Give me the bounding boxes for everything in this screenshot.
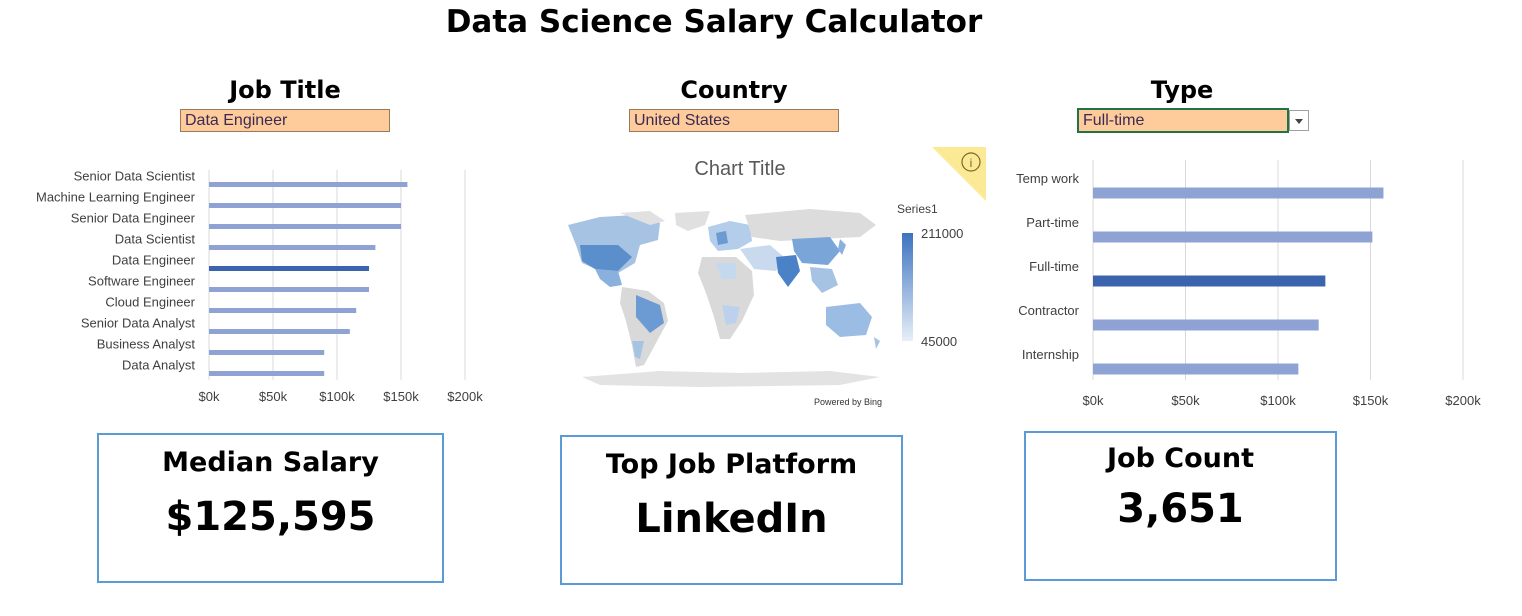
bar xyxy=(1093,231,1373,243)
x-tick-label: $150k xyxy=(383,389,419,404)
median-salary-value: $125,595 xyxy=(165,494,376,540)
map-legend-gradient xyxy=(902,233,913,341)
job-type-salary-chart: $0k $50k $100k $150k $200k Temp work Part-time… xyxy=(1016,160,1481,408)
category-label: Cloud Engineer xyxy=(105,295,195,310)
x-tick-label: $0k xyxy=(199,389,220,404)
category-label: Full-time xyxy=(1029,259,1079,274)
country-map-chart: Chart Title i xyxy=(540,145,990,415)
map-legend-series: Series1 xyxy=(897,202,938,216)
bar xyxy=(1093,363,1299,375)
job-title-label: Job Title xyxy=(229,76,341,104)
x-tick-label: $150k xyxy=(1353,393,1389,408)
median-salary-label: Median Salary xyxy=(162,447,379,478)
bar xyxy=(209,245,376,250)
top-platform-label: Top Job Platform xyxy=(605,449,858,480)
bar xyxy=(209,371,325,376)
category-label: Business Analyst xyxy=(97,337,196,352)
bar xyxy=(209,329,350,334)
bar xyxy=(209,287,369,292)
type-input[interactable]: Full-time xyxy=(1077,108,1289,133)
powered-by-bing: Powered by Bing xyxy=(814,397,882,407)
median-salary-card: Median Salary $125,595 xyxy=(97,433,444,583)
bar xyxy=(209,182,408,187)
category-label: Contractor xyxy=(1018,303,1079,318)
x-tick-label: $50k xyxy=(259,389,288,404)
bar xyxy=(1093,187,1384,199)
map-legend-min: 45000 xyxy=(921,334,957,349)
category-label: Data Engineer xyxy=(112,253,196,268)
x-tick-label: $0k xyxy=(1083,393,1104,408)
category-label: Data Scientist xyxy=(115,232,196,247)
bar xyxy=(209,266,369,271)
job-title-input[interactable]: Data Engineer xyxy=(180,109,390,132)
category-label: Machine Learning Engineer xyxy=(36,190,196,205)
world-map xyxy=(568,209,880,387)
job-count-label: Job Count xyxy=(1106,443,1255,474)
bar xyxy=(209,308,357,313)
dashboard-title: Data Science Salary Calculator xyxy=(445,4,983,40)
country-input[interactable]: United States xyxy=(629,109,839,132)
info-icon[interactable] xyxy=(961,152,981,172)
map-legend-max: 211000 xyxy=(921,226,963,241)
category-label: Senior Data Scientist xyxy=(74,169,196,184)
job-count-card: Job Count 3,651 xyxy=(1024,431,1337,581)
category-label: Data Analyst xyxy=(122,358,195,373)
country-label: Country xyxy=(680,76,788,104)
category-label: Senior Data Analyst xyxy=(81,316,196,331)
type-dropdown-button[interactable] xyxy=(1289,110,1309,131)
x-tick-label: $100k xyxy=(319,389,355,404)
bar xyxy=(1093,275,1326,287)
info-badge xyxy=(932,147,986,201)
x-tick-label: $50k xyxy=(1171,393,1200,408)
bar xyxy=(209,350,325,355)
job-title-salary-chart: $0k $50k $100k $150k $200k Senior Data Scient… xyxy=(36,169,483,405)
category-label: Senior Data Engineer xyxy=(71,211,196,226)
bar xyxy=(1093,319,1319,331)
x-tick-label: $100k xyxy=(1260,393,1296,408)
x-tick-label: $200k xyxy=(447,389,483,404)
job-count-value: 3,651 xyxy=(1117,486,1244,532)
map-chart-title: Chart Title xyxy=(694,158,786,180)
bar xyxy=(209,203,401,208)
x-tick-label: $200k xyxy=(1445,393,1481,408)
type-label: Type xyxy=(1150,76,1214,104)
category-label: Temp work xyxy=(1016,171,1079,186)
info-icon-glyph: i xyxy=(970,156,973,170)
category-label: Internship xyxy=(1022,347,1079,362)
bar xyxy=(209,224,401,229)
top-platform-card: Top Job Platform LinkedIn xyxy=(560,435,903,585)
top-platform-value: LinkedIn xyxy=(635,496,828,542)
category-label: Software Engineer xyxy=(88,274,196,289)
category-label: Part-time xyxy=(1026,215,1079,230)
